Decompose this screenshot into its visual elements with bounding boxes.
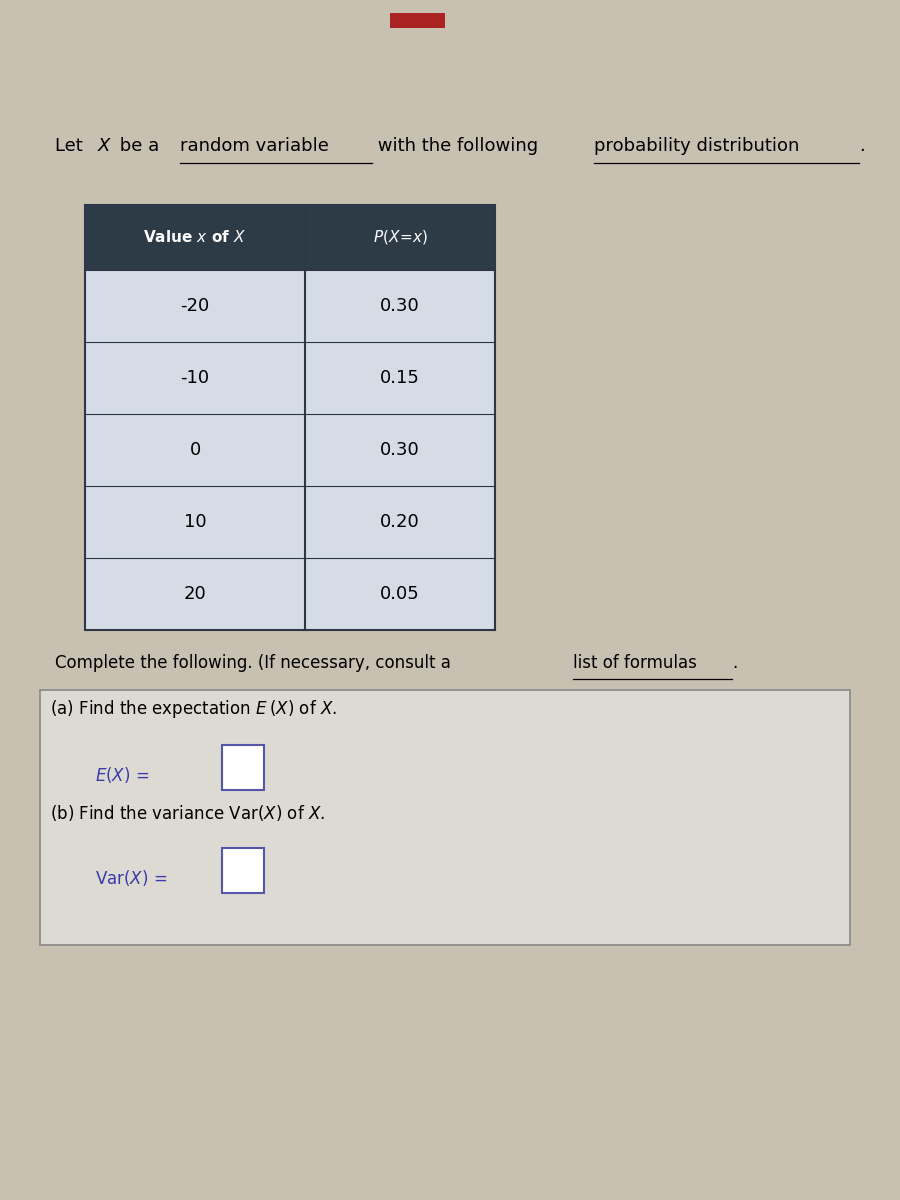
Text: .: . bbox=[859, 137, 865, 155]
Text: X: X bbox=[98, 137, 111, 155]
Bar bbox=[390, 13, 445, 28]
Text: with the following: with the following bbox=[372, 137, 544, 155]
Bar bbox=[40, 690, 850, 946]
Text: -20: -20 bbox=[180, 298, 210, 316]
Text: be a: be a bbox=[114, 137, 166, 155]
Text: 0.05: 0.05 bbox=[380, 584, 420, 602]
Text: 0.30: 0.30 bbox=[380, 298, 420, 316]
Bar bbox=[85, 342, 495, 414]
Bar bbox=[85, 486, 495, 558]
Bar bbox=[222, 848, 264, 893]
Text: -10: -10 bbox=[180, 370, 210, 386]
Text: 10: 10 bbox=[184, 514, 206, 530]
Text: Var$(X)$ =: Var$(X)$ = bbox=[95, 868, 169, 888]
Bar bbox=[85, 414, 495, 486]
Text: probability distribution: probability distribution bbox=[594, 137, 799, 155]
Text: 0.15: 0.15 bbox=[380, 370, 420, 386]
Text: $E$$(X)$ =: $E$$(X)$ = bbox=[95, 766, 151, 785]
Text: (b) Find the variance Var$(X)$ of $X$.: (b) Find the variance Var$(X)$ of $X$. bbox=[50, 803, 325, 823]
Text: (a) Find the expectation $E$ $(X)$ of $X$.: (a) Find the expectation $E$ $(X)$ of $X… bbox=[50, 698, 338, 720]
Bar bbox=[85, 205, 495, 630]
Text: Value $x$ of $X$: Value $x$ of $X$ bbox=[143, 229, 247, 246]
Bar bbox=[85, 205, 495, 270]
Text: Complete the following. (If necessary, consult a: Complete the following. (If necessary, c… bbox=[55, 654, 456, 672]
Text: 0.20: 0.20 bbox=[380, 514, 420, 530]
Text: list of formulas: list of formulas bbox=[572, 654, 697, 672]
Bar bbox=[85, 558, 495, 630]
Text: 20: 20 bbox=[184, 584, 206, 602]
Text: random variable: random variable bbox=[180, 137, 328, 155]
Bar bbox=[222, 745, 264, 790]
Text: Let: Let bbox=[55, 137, 88, 155]
Text: 0: 0 bbox=[189, 442, 201, 460]
Text: $P$$(X\!=\!x)$: $P$$(X\!=\!x)$ bbox=[373, 228, 427, 246]
Text: .: . bbox=[733, 654, 738, 672]
Text: 0.30: 0.30 bbox=[380, 442, 420, 460]
Bar bbox=[85, 270, 495, 342]
